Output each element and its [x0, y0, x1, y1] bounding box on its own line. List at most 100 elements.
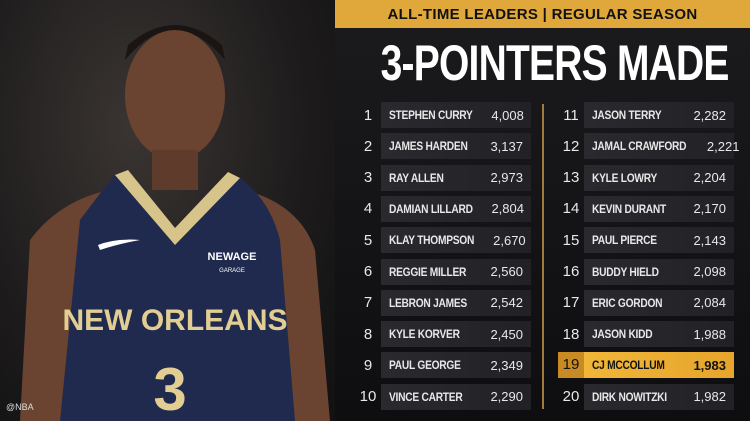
- three-pointers-made: 4,008: [491, 107, 524, 123]
- leader-row: 8 KYLE KORVER 2,450: [355, 321, 531, 348]
- watermark: @NBA: [6, 402, 34, 412]
- player-name: KLAY THOMPSON: [389, 233, 475, 248]
- player-bar: KLAY THOMPSON 2,670: [381, 227, 531, 254]
- three-pointers-made: 3,137: [490, 138, 523, 154]
- rank: 18: [562, 325, 580, 343]
- rank: 13: [562, 169, 580, 187]
- three-pointers-made: 2,282: [693, 107, 726, 123]
- rank: 17: [562, 294, 580, 312]
- player-name: ERIC GORDON: [592, 295, 663, 310]
- subtitle-bar: ALL-TIME LEADERS | REGULAR SEASON: [335, 0, 750, 28]
- three-pointers-made: 2,560: [490, 264, 523, 279]
- page-title: 3-POINTERS MADE: [380, 35, 730, 91]
- player-bar: DIRK NOWITZKI 1,982: [584, 383, 734, 410]
- player-bar: STEPHEN CURRY 4,008: [381, 102, 531, 128]
- player-bar: JAMES HARDEN 3,137: [381, 133, 531, 160]
- rank: 12: [562, 137, 580, 155]
- rank: 5: [363, 231, 373, 249]
- leader-row: 16 BUDDY HIELD 2,098: [558, 258, 734, 285]
- player-bar: CJ MCCOLLUM 1,983: [584, 352, 734, 379]
- leader-row: 2 JAMES HARDEN 3,137: [355, 133, 531, 160]
- rank: 6: [363, 263, 373, 280]
- rank: 15: [562, 231, 580, 249]
- rank: 14: [562, 200, 580, 218]
- sponsor-logo: NEWAGE: [208, 251, 257, 263]
- player-name: JASON TERRY: [592, 108, 662, 122]
- rank: 9: [363, 356, 373, 374]
- player-bar: LEBRON JAMES 2,542: [381, 289, 531, 316]
- swoosh-icon: [98, 239, 140, 250]
- three-pointers-made: 2,221: [706, 138, 740, 154]
- three-pointers-made: 2,349: [490, 357, 523, 373]
- player-name: RAY ALLEN: [389, 170, 444, 185]
- three-pointers-made: 1,983: [693, 357, 726, 373]
- player-photo: NEW ORLEANS 3 NEWAGE GARAGE: [0, 0, 335, 421]
- player-bar: PAUL PIERCE 2,143: [584, 227, 734, 254]
- leader-row: 10 VINCE CARTER 2,290: [355, 383, 531, 410]
- rank: 8: [363, 325, 373, 343]
- player-bar: BUDDY HIELD 2,098: [584, 258, 734, 285]
- leader-row: 4 DAMIAN LILLARD 2,804: [355, 195, 531, 222]
- three-pointers-made: 2,542: [490, 295, 523, 311]
- leader-row: 18 JASON KIDD 1,988: [558, 321, 734, 348]
- player-bar: JAMAL CRAWFORD 2,221: [584, 133, 739, 160]
- three-pointers-made: 2,804: [491, 201, 524, 217]
- player-bar: RAY ALLEN 2,973: [381, 164, 531, 191]
- player-illustration: NEW ORLEANS 3 NEWAGE GARAGE: [20, 25, 330, 421]
- three-pointers-made: 2,098: [693, 264, 726, 279]
- rank: 4: [363, 200, 373, 218]
- player-name: JAMES HARDEN: [389, 139, 468, 154]
- player-bar: VINCE CARTER 2,290: [381, 383, 531, 410]
- leader-row: 12 JAMAL CRAWFORD 2,221: [558, 133, 739, 160]
- rank: 2: [363, 137, 373, 155]
- three-pointers-made: 2,084: [693, 295, 726, 311]
- player-bar: PAUL GEORGE 2,349: [381, 352, 531, 379]
- player-name: LEBRON JAMES: [389, 295, 467, 310]
- player-bar: JASON TERRY 2,282: [584, 102, 734, 128]
- player-bar: JASON KIDD 1,988: [584, 321, 734, 348]
- three-pointers-made: 2,204: [693, 170, 726, 186]
- player-bar: KEVIN DURANT 2,170: [584, 195, 734, 222]
- rank: 7: [363, 294, 373, 312]
- player-name: VINCE CARTER: [389, 389, 463, 404]
- leader-row: 1 STEPHEN CURRY 4,008: [355, 102, 531, 128]
- leader-row: 17 ERIC GORDON 2,084: [558, 289, 734, 316]
- player-name: KYLE LOWRY: [592, 170, 658, 185]
- player-name: JASON KIDD: [592, 327, 653, 342]
- rank: 11: [563, 106, 579, 124]
- three-pointers-made: 1,988: [693, 326, 726, 342]
- leader-row: 15 PAUL PIERCE 2,143: [558, 227, 734, 254]
- leader-row: 6 REGGIE MILLER 2,560: [355, 258, 531, 285]
- player-bar: KYLE KORVER 2,450: [381, 321, 531, 348]
- player-name: PAUL PIERCE: [592, 233, 657, 248]
- sponsor-sub: GARAGE: [219, 268, 245, 274]
- leader-row: 13 KYLE LOWRY 2,204: [558, 164, 734, 191]
- player-bar: DAMIAN LILLARD 2,804: [381, 195, 531, 222]
- rank: 20: [562, 388, 580, 406]
- player-name: KYLE KORVER: [389, 327, 460, 342]
- player-name: KEVIN DURANT: [592, 201, 667, 216]
- three-pointers-made: 2,290: [490, 389, 523, 405]
- leader-row: 3 RAY ALLEN 2,973: [355, 164, 531, 191]
- leader-row: 20 DIRK NOWITZKI 1,982: [558, 383, 734, 410]
- leader-row: 5 KLAY THOMPSON 2,670: [355, 227, 531, 254]
- leader-row: 9 PAUL GEORGE 2,349: [355, 352, 531, 379]
- player-bar: KYLE LOWRY 2,204: [584, 164, 734, 191]
- player-name: DAMIAN LILLARD: [389, 201, 473, 216]
- player-name: CJ MCCOLLUM: [592, 358, 665, 373]
- three-pointers-made: 2,450: [490, 326, 523, 342]
- rank: 16: [562, 263, 580, 280]
- player-name: JAMAL CRAWFORD: [592, 139, 687, 154]
- leader-row: 14 KEVIN DURANT 2,170: [558, 195, 734, 222]
- three-pointers-made: 2,973: [490, 170, 523, 186]
- three-pointers-made: 2,670: [493, 232, 526, 248]
- leader-row: 19 CJ MCCOLLUM 1,983: [558, 352, 734, 379]
- column-divider: [542, 104, 544, 409]
- player-name: DIRK NOWITZKI: [592, 389, 667, 404]
- leader-row: 7 LEBRON JAMES 2,542: [355, 289, 531, 316]
- player-name: BUDDY HIELD: [592, 264, 659, 279]
- rank: 10: [359, 388, 377, 406]
- rank: 3: [363, 169, 373, 187]
- three-pointers-made: 2,143: [693, 232, 726, 248]
- player-name: STEPHEN CURRY: [389, 108, 473, 122]
